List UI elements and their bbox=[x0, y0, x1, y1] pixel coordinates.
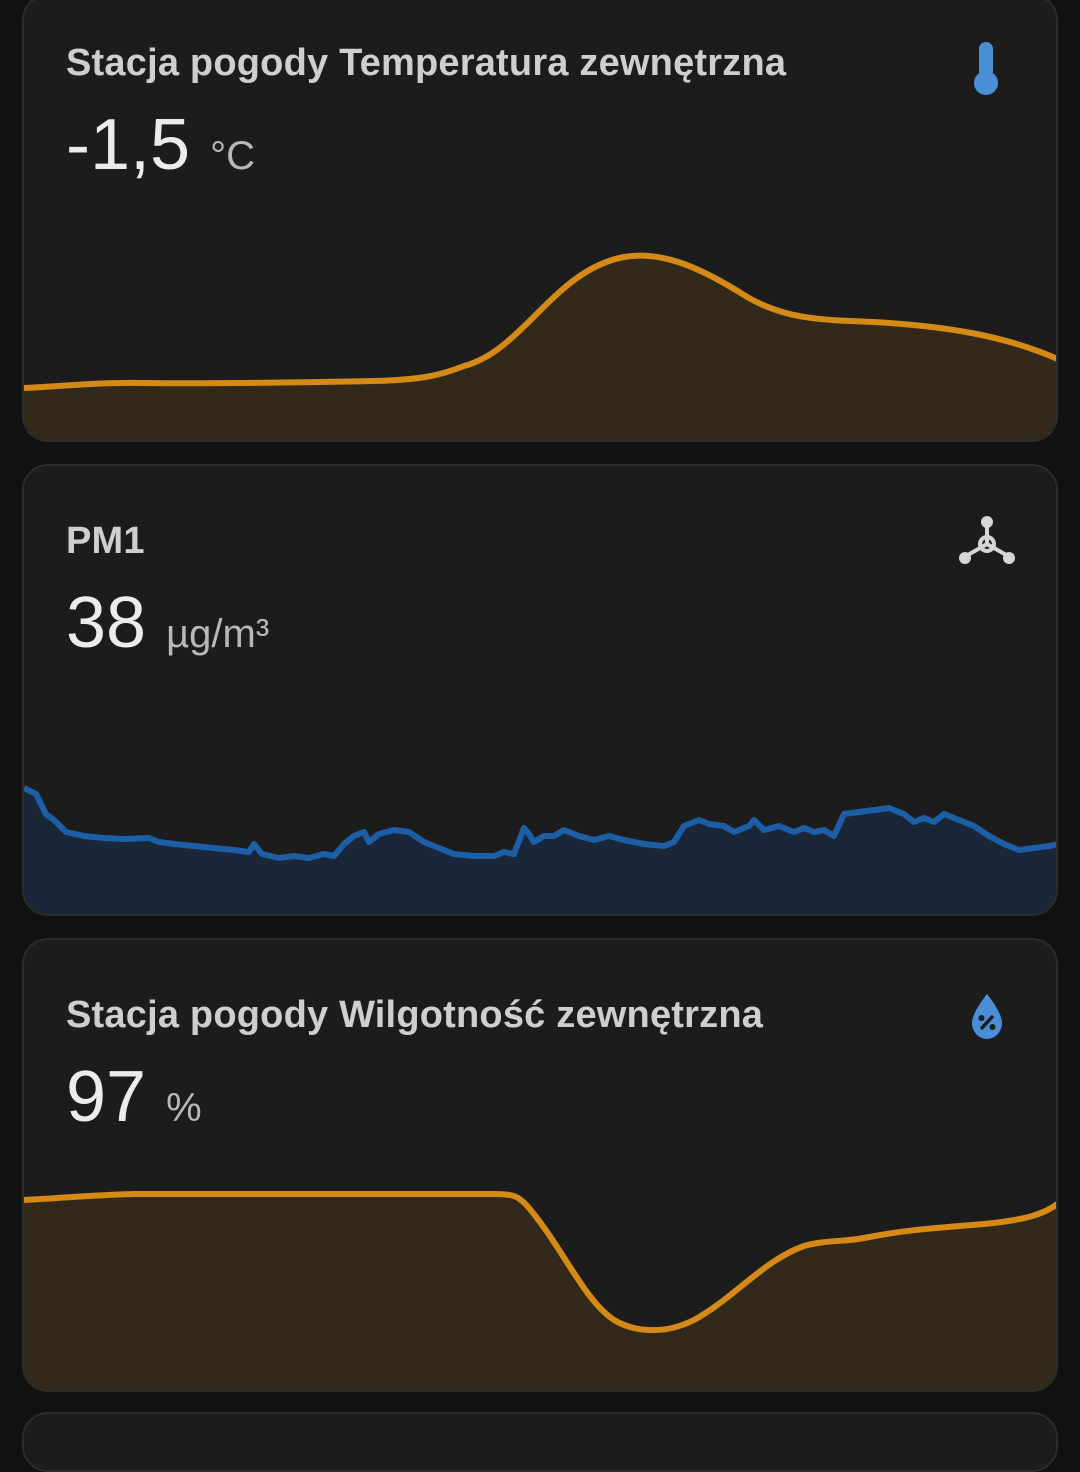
molecule-icon bbox=[959, 516, 1015, 564]
card-value: 38 µg/m³ bbox=[66, 582, 269, 664]
thermometer-icon bbox=[974, 42, 998, 95]
graph-line bbox=[24, 785, 1056, 861]
graph-area bbox=[24, 255, 1056, 440]
humidity-graph bbox=[24, 1191, 1056, 1390]
card-value: 97% bbox=[66, 1056, 202, 1138]
card-title: PM1 bbox=[66, 520, 145, 562]
graph-area bbox=[24, 788, 1056, 914]
card-title: Stacja pogody Wilgotność zewnętrzna bbox=[66, 994, 764, 1036]
card-value: -1,5 °C bbox=[66, 104, 255, 186]
graph-line bbox=[24, 252, 1056, 391]
temperature-graph bbox=[24, 252, 1056, 440]
pm1-graph bbox=[24, 785, 1056, 914]
temperature-card[interactable]: Stacja pogody Temperatura zewnętrzna -1,… bbox=[22, 0, 1058, 442]
value-unit: °C bbox=[210, 134, 255, 178]
value-number: -1,5 bbox=[66, 105, 191, 185]
value-number: 97 bbox=[66, 1057, 147, 1137]
graph-line bbox=[24, 1191, 1056, 1334]
water-percent-icon bbox=[972, 994, 1002, 1039]
card-title: Stacja pogody Temperatura zewnętrzna bbox=[66, 42, 787, 84]
value-number: 38 bbox=[66, 583, 147, 663]
humidity-card[interactable]: Stacja pogody Wilgotność zewnętrzna 97% bbox=[22, 938, 1058, 1392]
value-unit: µg/m³ bbox=[166, 612, 270, 656]
pm1-card[interactable]: PM1 38 µg/m³ bbox=[22, 464, 1058, 916]
value-unit: % bbox=[166, 1086, 202, 1130]
graph-area bbox=[24, 1194, 1056, 1390]
next-card[interactable] bbox=[22, 1412, 1058, 1472]
